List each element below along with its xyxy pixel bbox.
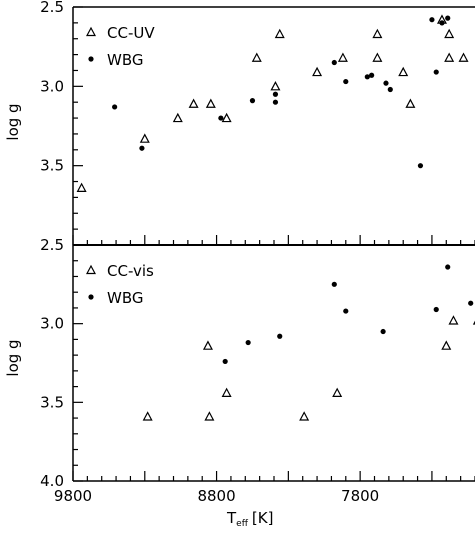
circle-point	[343, 308, 349, 314]
triangle-point	[444, 28, 455, 39]
triangle-point	[372, 52, 383, 62]
triangle-point	[448, 315, 459, 325]
circle-point	[380, 328, 386, 335]
x-axis-label: Teff [K]	[226, 509, 273, 529]
triangle-point	[337, 52, 348, 62]
circle-point	[245, 339, 251, 346]
y-tick-label: 3.0	[40, 77, 64, 95]
triangle-point	[188, 98, 199, 108]
triangle-point	[204, 411, 215, 421]
triangle-point	[441, 340, 452, 350]
triangle-point	[76, 182, 87, 192]
y-tick-label: 4.0	[40, 472, 64, 490]
circle-point	[343, 78, 349, 85]
circle-point	[112, 104, 118, 110]
legend-label: WBG	[107, 289, 143, 307]
circle-point	[139, 145, 145, 151]
circle-point	[277, 333, 283, 339]
triangle-point	[221, 112, 232, 123]
circle-point	[445, 264, 451, 270]
triangle-point	[172, 112, 183, 123]
x-axis-label-main: T	[226, 509, 237, 527]
triangle-point	[372, 28, 383, 39]
x-axis-label-unit: [K]	[252, 509, 274, 527]
legend-circle-marker	[88, 294, 94, 300]
y-tick-label: 2.5	[40, 0, 64, 16]
circle-point	[433, 306, 439, 313]
circle-point	[417, 163, 424, 169]
circle-point	[468, 300, 474, 306]
legend: CC-UV WBG CC-vis WBG	[86, 24, 155, 307]
circle-point	[383, 80, 389, 86]
circle-point	[445, 15, 451, 21]
circle-point	[249, 98, 256, 104]
triangle-point	[299, 411, 310, 421]
legend-label: CC-UV	[107, 24, 155, 42]
x-tick-label: 9800	[54, 487, 92, 505]
y-axis-label-bottom: log g	[4, 339, 22, 376]
circle-point	[387, 86, 393, 93]
triangle-point	[139, 133, 150, 143]
triangle-point	[202, 340, 213, 350]
y-tick-label: 2.5	[40, 236, 64, 254]
circle-point	[272, 99, 279, 105]
circle-point	[364, 74, 370, 80]
circle-point	[222, 358, 228, 365]
circle-point	[433, 69, 439, 75]
triangle-point	[398, 66, 409, 77]
data-points	[76, 14, 475, 421]
triangle-point	[444, 52, 455, 62]
y-axis-label-top: log g	[4, 103, 22, 140]
triangle-point	[270, 81, 281, 91]
legend-label: CC-vis	[107, 262, 154, 280]
triangle-point	[251, 52, 262, 62]
circle-point	[331, 59, 337, 66]
y-tick-label: 3.0	[40, 315, 64, 333]
x-tick-label: 8800	[197, 487, 235, 505]
triangle-point	[274, 28, 285, 39]
triangle-point	[312, 66, 323, 77]
x-axis-label-subscript: eff	[236, 519, 249, 529]
axis-ticks	[72, 6, 475, 482]
legend-circle-marker	[88, 56, 94, 62]
legend-label: WBG	[107, 51, 143, 69]
triangle-point	[405, 98, 416, 108]
circle-point	[429, 17, 435, 23]
y-tick-label: 3.5	[40, 393, 64, 411]
legend-triangle-marker	[86, 26, 96, 37]
triangle-point	[458, 52, 469, 62]
triangle-point	[205, 98, 216, 108]
circle-point	[331, 281, 337, 287]
triangle-point	[142, 411, 153, 421]
legend-triangle-marker	[86, 264, 96, 275]
circle-point	[272, 91, 279, 97]
circle-point	[218, 115, 224, 121]
triangle-point	[332, 387, 343, 397]
triangle-point	[221, 387, 232, 397]
circle-point	[369, 72, 375, 78]
y-tick-label: 3.5	[40, 157, 64, 175]
circle-point	[439, 20, 445, 26]
x-tick-label: 7800	[341, 487, 379, 505]
